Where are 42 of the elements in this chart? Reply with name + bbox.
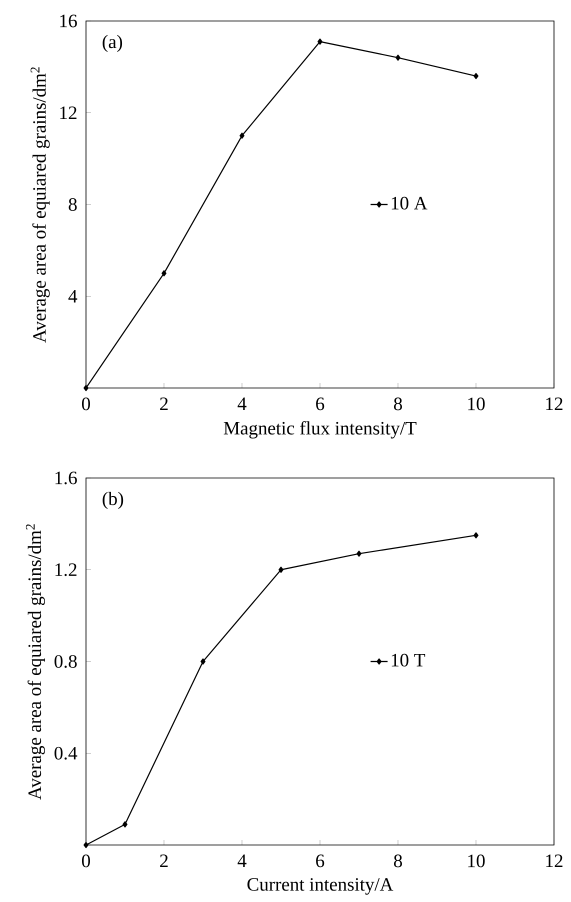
- y-tick-label: 1.2: [55, 563, 76, 576]
- y-tick-label: 4: [68, 290, 78, 302]
- x-tick-label: 2: [160, 854, 168, 868]
- y-axis-title: Average area of equiared grains/dm$^{2}$: [30, 67, 50, 343]
- y-axis-title: Average area of equiared grains/dm$^{2}$: [26, 524, 46, 800]
- y-tick-label: 0.4: [54, 746, 78, 760]
- x-tick-label: 4: [238, 398, 246, 410]
- y-tick-label: 12: [60, 106, 76, 120]
- y-tick-label: 16: [60, 14, 77, 28]
- y-tick-label: 1.6: [55, 472, 77, 484]
- point: [396, 54, 400, 61]
- y-tick-label: 0.8: [54, 655, 77, 668]
- point: [318, 38, 322, 45]
- x-axis-title: Current intensity/A: [247, 878, 394, 895]
- point: [122, 821, 128, 828]
- point: [278, 566, 284, 573]
- x-tick-label: 10: [468, 398, 485, 410]
- point: [84, 384, 88, 392]
- legend-label: 10 T: [392, 654, 426, 667]
- x-tick-label: 2: [160, 398, 168, 410]
- point: [356, 550, 362, 557]
- point: [162, 270, 166, 276]
- point: [84, 842, 88, 848]
- x-tick-label: 8: [394, 398, 402, 410]
- x-tick-label: 6: [316, 398, 324, 410]
- x-tick-label: 0: [82, 398, 90, 410]
- annotation: (b): [102, 492, 124, 510]
- point: [200, 658, 206, 665]
- x-tick-label: 4: [238, 854, 246, 867]
- x-tick-label: 10: [468, 854, 485, 868]
- point: [474, 532, 478, 538]
- point: [474, 72, 478, 80]
- x-tick-label: 12: [546, 398, 562, 410]
- annotation: (a): [102, 34, 122, 52]
- point: [240, 132, 244, 139]
- x-tick-label: 12: [546, 854, 562, 868]
- x-axis-title: Magnetic flux intensity/T: [224, 421, 416, 438]
- legend-label: 10 A: [392, 196, 428, 210]
- y-tick-label: 8: [68, 198, 77, 211]
- x-tick-label: 8: [394, 854, 402, 868]
- x-tick-label: 0: [82, 854, 90, 868]
- x-tick-label: 6: [316, 854, 324, 868]
